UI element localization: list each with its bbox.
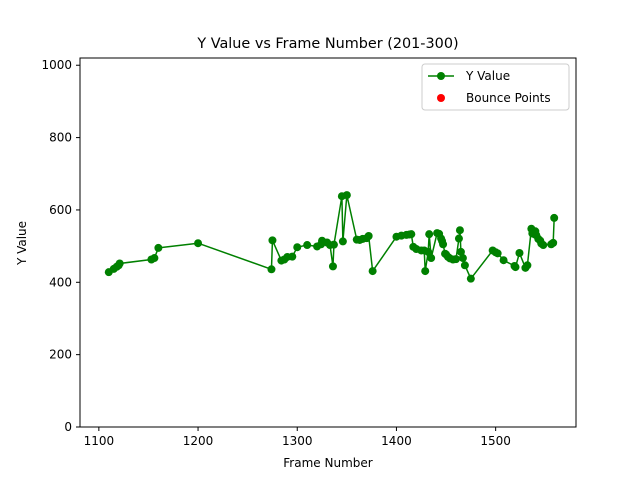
x-tick-label: 1200: [183, 434, 214, 448]
data-point: [407, 230, 416, 239]
legend-marker-bounce-points: [437, 94, 445, 102]
data-point: [425, 230, 434, 239]
data-point: [455, 226, 464, 235]
data-point: [150, 254, 159, 263]
x-tick-label: 1100: [84, 434, 115, 448]
x-tick-label: 1300: [282, 434, 313, 448]
legend-box: [421, 63, 570, 111]
data-point: [454, 234, 463, 243]
data-point: [288, 252, 297, 261]
data-point: [549, 238, 558, 247]
data-point: [421, 267, 430, 276]
x-tick-label: 1400: [381, 434, 412, 448]
data-point: [539, 241, 548, 250]
legend-label-y-value: Y Value: [465, 69, 510, 83]
data-point: [511, 263, 520, 272]
legend: Y Value Bounce Points: [421, 63, 570, 111]
y-axis-title: Y Value: [15, 221, 29, 266]
x-tick-label: 1500: [480, 434, 511, 448]
y-tick-label: 0: [64, 420, 72, 434]
data-point: [460, 261, 469, 270]
y-tick-label: 200: [49, 348, 72, 362]
data-point: [368, 267, 377, 276]
data-point: [194, 239, 203, 248]
data-point: [499, 256, 508, 265]
y-tick-label: 600: [49, 203, 72, 217]
data-point: [458, 254, 467, 263]
legend-label-bounce-points: Bounce Points: [466, 91, 551, 105]
y-tick-label: 1000: [41, 58, 72, 72]
data-point: [338, 237, 347, 246]
data-point: [329, 240, 338, 249]
legend-marker-y-value: [437, 72, 445, 80]
data-point: [268, 236, 277, 245]
data-point: [293, 243, 302, 252]
data-point: [364, 231, 373, 240]
chart-title: Y Value vs Frame Number (201-300): [196, 36, 458, 52]
data-point: [424, 247, 433, 256]
data-point: [451, 255, 460, 264]
data-point: [328, 262, 337, 271]
y-tick-label: 400: [49, 275, 72, 289]
data-point: [515, 248, 524, 257]
plot-area: 1100 1200 1300 1400 1500 0 200 400 600 800 1000: [41, 57, 577, 448]
x-axis-title: Frame Number: [283, 456, 372, 470]
data-point: [303, 241, 312, 250]
data-point: [550, 213, 559, 222]
data-point: [493, 249, 502, 258]
data-point: [115, 259, 124, 268]
data-point: [342, 191, 351, 200]
axes-frame: [79, 57, 577, 428]
data-point: [466, 274, 475, 283]
y-tick-label: 800: [49, 131, 72, 145]
data-point: [439, 240, 448, 249]
data-point: [154, 243, 163, 252]
data-point: [267, 265, 276, 274]
data-point: [456, 247, 465, 256]
data-point: [523, 261, 532, 270]
data-point: [427, 254, 436, 263]
